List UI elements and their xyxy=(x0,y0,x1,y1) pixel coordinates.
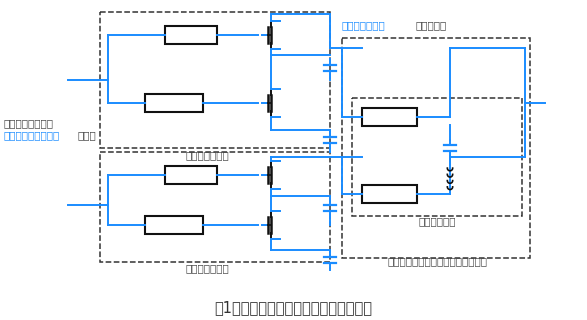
Bar xyxy=(165,166,217,184)
Bar xyxy=(362,108,417,126)
Text: ドハティアンプ: ドハティアンプ xyxy=(185,263,229,273)
Text: を使用: を使用 xyxy=(78,130,97,140)
Bar xyxy=(145,216,203,234)
Text: ドハティアンプ: ドハティアンプ xyxy=(185,150,229,160)
Text: 効率を最大化する: 効率を最大化する xyxy=(3,118,53,128)
Text: を組み込む: を組み込む xyxy=(415,20,446,30)
Text: 独自の入力信号制御: 独自の入力信号制御 xyxy=(3,130,59,140)
Bar xyxy=(362,185,417,203)
Text: アウトフェージングアンプ用合成器: アウトフェージングアンプ用合成器 xyxy=(387,256,487,266)
Bar xyxy=(165,26,217,44)
Text: 図1：開発した基地局向けパワーアンプ: 図1：開発した基地局向けパワーアンプ xyxy=(214,300,372,316)
Text: シレイ合成器: シレイ合成器 xyxy=(419,216,456,226)
Bar xyxy=(145,94,203,112)
Text: 高調波処理回路: 高調波処理回路 xyxy=(342,20,386,30)
